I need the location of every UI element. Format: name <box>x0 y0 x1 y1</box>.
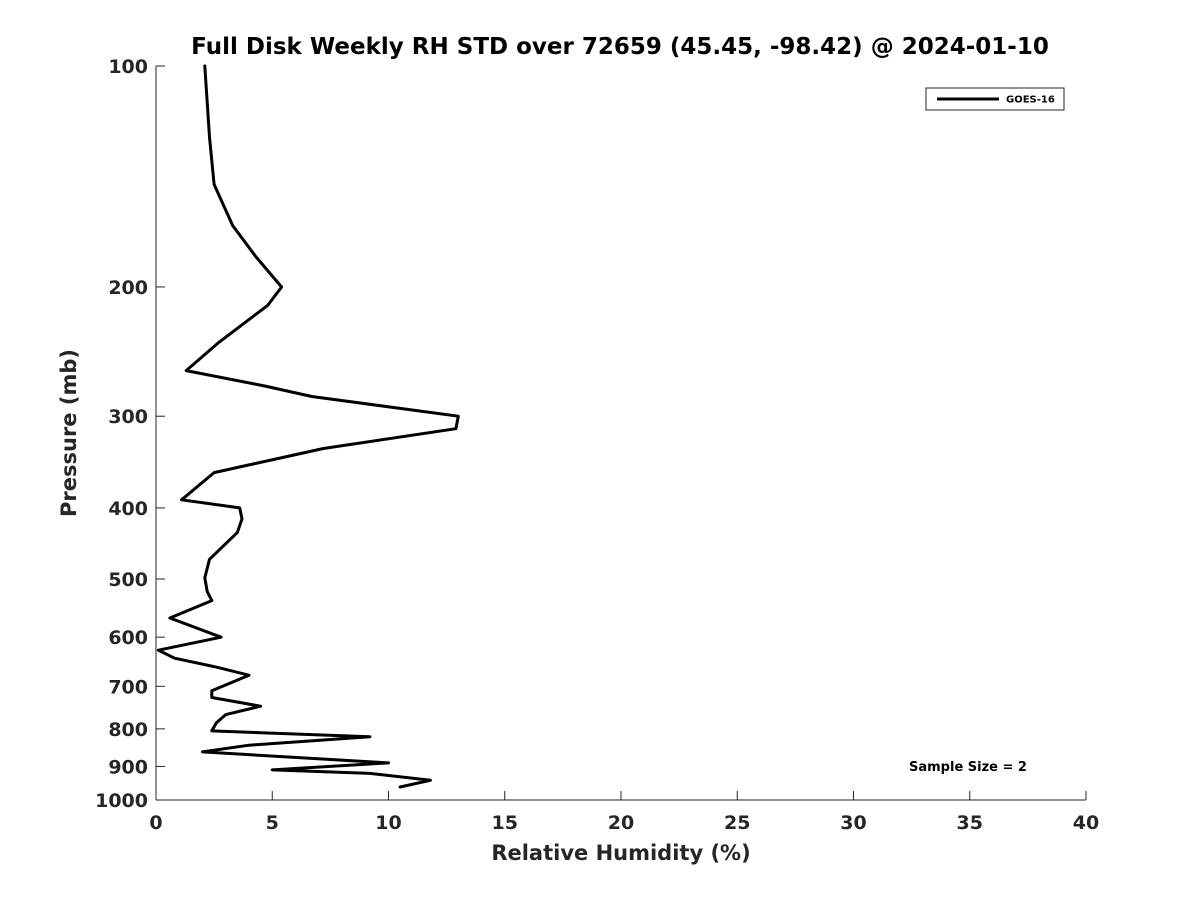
series-line-goes-16 <box>156 64 460 789</box>
plot-area <box>156 66 1086 800</box>
y-tick-label: 900 <box>108 756 148 778</box>
x-tick-label: 15 <box>492 812 518 834</box>
x-tick-label: 25 <box>724 812 750 834</box>
x-tick-label: 10 <box>375 812 401 834</box>
y-tick-label: 500 <box>108 569 148 591</box>
x-tick-label: 40 <box>1073 812 1099 834</box>
x-tick-label: 35 <box>957 812 983 834</box>
y-tick-label: 800 <box>108 719 148 741</box>
x-tick-label: 20 <box>608 812 634 834</box>
legend-entry-goes-16: GOES-16 <box>1006 95 1055 106</box>
x-tick-label: 30 <box>840 812 866 834</box>
x-tick-label: 5 <box>266 812 279 834</box>
series-layer <box>156 64 460 789</box>
y-axis-ticks: 100 200 300 400 500 600 700 800 900 1000 <box>95 56 165 812</box>
chart-title: Full Disk Weekly RH STD over 72659 (45.4… <box>191 34 1049 60</box>
sample-size-annotation: Sample Size = 2 <box>909 760 1027 775</box>
y-tick-label: 700 <box>108 676 148 698</box>
y-tick-label: 300 <box>108 406 148 428</box>
y-axis-label: Pressure (mb) <box>57 349 81 517</box>
y-tick-label: 400 <box>108 498 148 520</box>
y-tick-label: 600 <box>108 627 148 649</box>
y-tick-label: 100 <box>108 56 148 78</box>
x-tick-label: 0 <box>149 812 162 834</box>
legend: GOES-16 <box>925 87 1065 111</box>
x-axis-label: Relative Humidity (%) <box>491 841 750 865</box>
x-axis-ticks: 0 5 10 15 20 25 30 35 40 <box>149 791 1099 834</box>
y-tick-label: 200 <box>108 277 148 299</box>
y-tick-label: 1000 <box>95 790 148 812</box>
